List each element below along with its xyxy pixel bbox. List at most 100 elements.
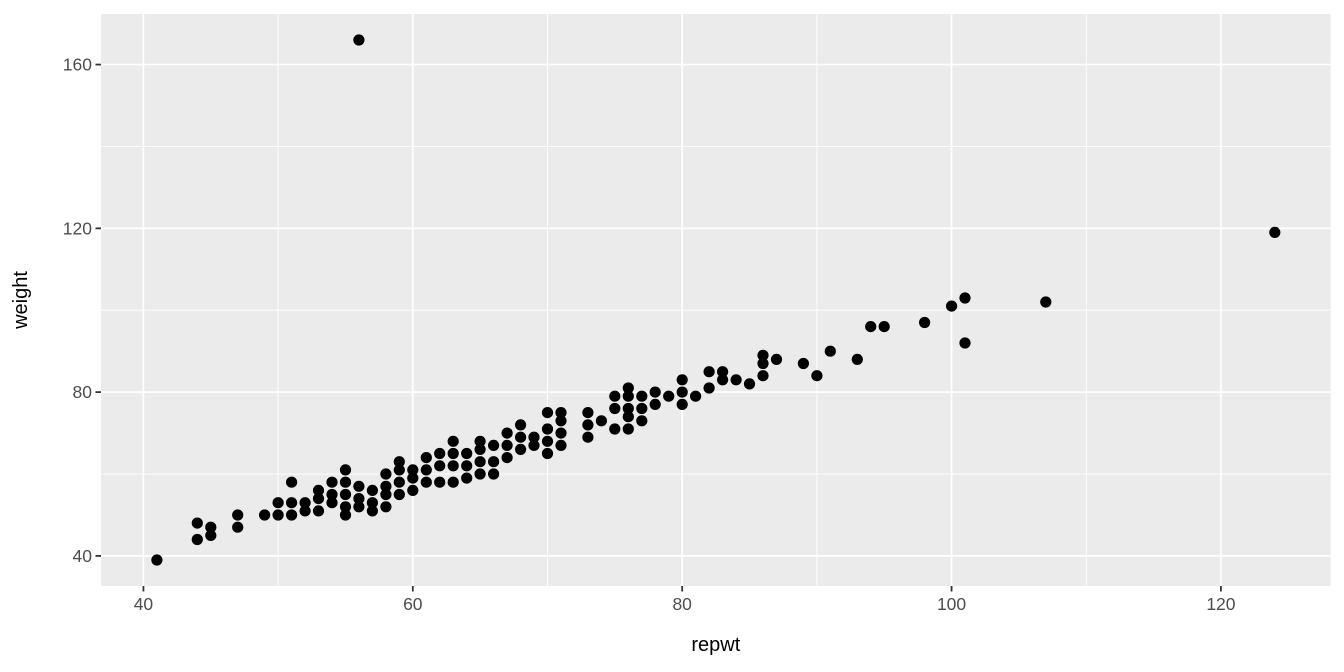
data-point xyxy=(353,493,365,505)
data-point xyxy=(326,488,338,501)
data-point xyxy=(191,517,203,529)
data-point xyxy=(312,484,325,496)
data-point xyxy=(286,497,298,509)
data-point xyxy=(515,443,527,455)
data-point xyxy=(770,353,783,365)
data-point xyxy=(259,509,271,521)
data-point xyxy=(339,476,352,488)
data-point xyxy=(555,427,567,439)
data-point xyxy=(366,497,378,509)
data-point xyxy=(434,447,446,460)
data-point xyxy=(434,460,446,472)
data-point xyxy=(541,423,554,435)
data-point xyxy=(690,390,702,402)
data-point xyxy=(797,357,810,370)
x-tick-label: 60 xyxy=(403,594,423,614)
data-point xyxy=(447,460,459,472)
data-point xyxy=(232,521,244,533)
data-point xyxy=(555,439,567,451)
data-point xyxy=(730,374,742,386)
chart-panel-layer xyxy=(101,14,1331,586)
data-point xyxy=(380,468,392,480)
data-point xyxy=(420,476,432,488)
data-point xyxy=(488,439,500,451)
data-point xyxy=(609,402,621,415)
data-points xyxy=(151,34,1281,566)
x-tick-label: 100 xyxy=(937,594,966,614)
data-point xyxy=(582,431,594,443)
data-point xyxy=(622,423,634,435)
data-point xyxy=(649,398,661,410)
data-point xyxy=(286,509,298,521)
data-point xyxy=(299,497,311,509)
data-point xyxy=(434,476,446,488)
data-point xyxy=(393,456,405,468)
data-point xyxy=(636,390,648,402)
data-point xyxy=(353,34,365,46)
data-point xyxy=(703,382,715,394)
data-point xyxy=(555,415,567,427)
minor-gridlines xyxy=(101,14,1331,586)
data-point xyxy=(528,439,540,451)
data-point xyxy=(461,447,473,460)
data-point xyxy=(232,509,244,521)
y-axis-title: weight xyxy=(10,271,32,330)
data-point xyxy=(272,509,284,521)
data-point xyxy=(743,378,756,390)
data-point xyxy=(582,407,594,419)
data-point xyxy=(541,407,554,419)
data-point xyxy=(339,488,352,501)
data-point xyxy=(649,386,661,398)
y-tick-label: 160 xyxy=(63,55,92,75)
data-point xyxy=(380,488,392,501)
data-point xyxy=(609,423,621,435)
data-point xyxy=(636,402,648,415)
data-point xyxy=(447,447,459,460)
data-point xyxy=(407,484,419,496)
data-point xyxy=(353,480,365,492)
data-point xyxy=(501,427,513,439)
data-point xyxy=(312,493,325,505)
data-point xyxy=(703,366,715,378)
data-point xyxy=(663,390,675,402)
data-point xyxy=(541,447,554,460)
data-point xyxy=(609,390,621,402)
data-point xyxy=(151,554,163,566)
data-point xyxy=(878,321,890,333)
data-point xyxy=(622,390,634,402)
data-point xyxy=(326,476,338,488)
data-point xyxy=(757,370,769,382)
data-point xyxy=(636,415,648,427)
data-point xyxy=(312,505,325,517)
data-point xyxy=(474,456,486,468)
data-point xyxy=(757,349,769,361)
data-point xyxy=(407,464,419,476)
data-point xyxy=(622,411,634,423)
data-point xyxy=(420,464,432,476)
data-point xyxy=(622,382,634,394)
data-point xyxy=(286,476,298,488)
data-point xyxy=(461,460,473,472)
data-point xyxy=(555,407,567,419)
axis-ticks xyxy=(95,63,1222,592)
y-tick-label: 40 xyxy=(73,546,93,566)
data-point xyxy=(366,505,378,517)
data-point xyxy=(919,316,931,329)
data-point xyxy=(474,443,486,455)
data-point xyxy=(541,435,554,447)
data-point xyxy=(339,509,352,521)
data-point xyxy=(757,357,769,370)
data-point xyxy=(339,464,352,476)
data-point xyxy=(380,480,392,492)
data-point xyxy=(824,345,836,357)
data-point xyxy=(474,468,486,480)
x-tick-label: 80 xyxy=(672,594,692,614)
data-point xyxy=(488,468,500,480)
data-point xyxy=(946,300,958,312)
data-point xyxy=(959,292,971,304)
data-point xyxy=(515,431,527,443)
data-point xyxy=(1040,296,1052,308)
data-point xyxy=(205,521,217,533)
x-tick-label: 40 xyxy=(134,594,154,614)
